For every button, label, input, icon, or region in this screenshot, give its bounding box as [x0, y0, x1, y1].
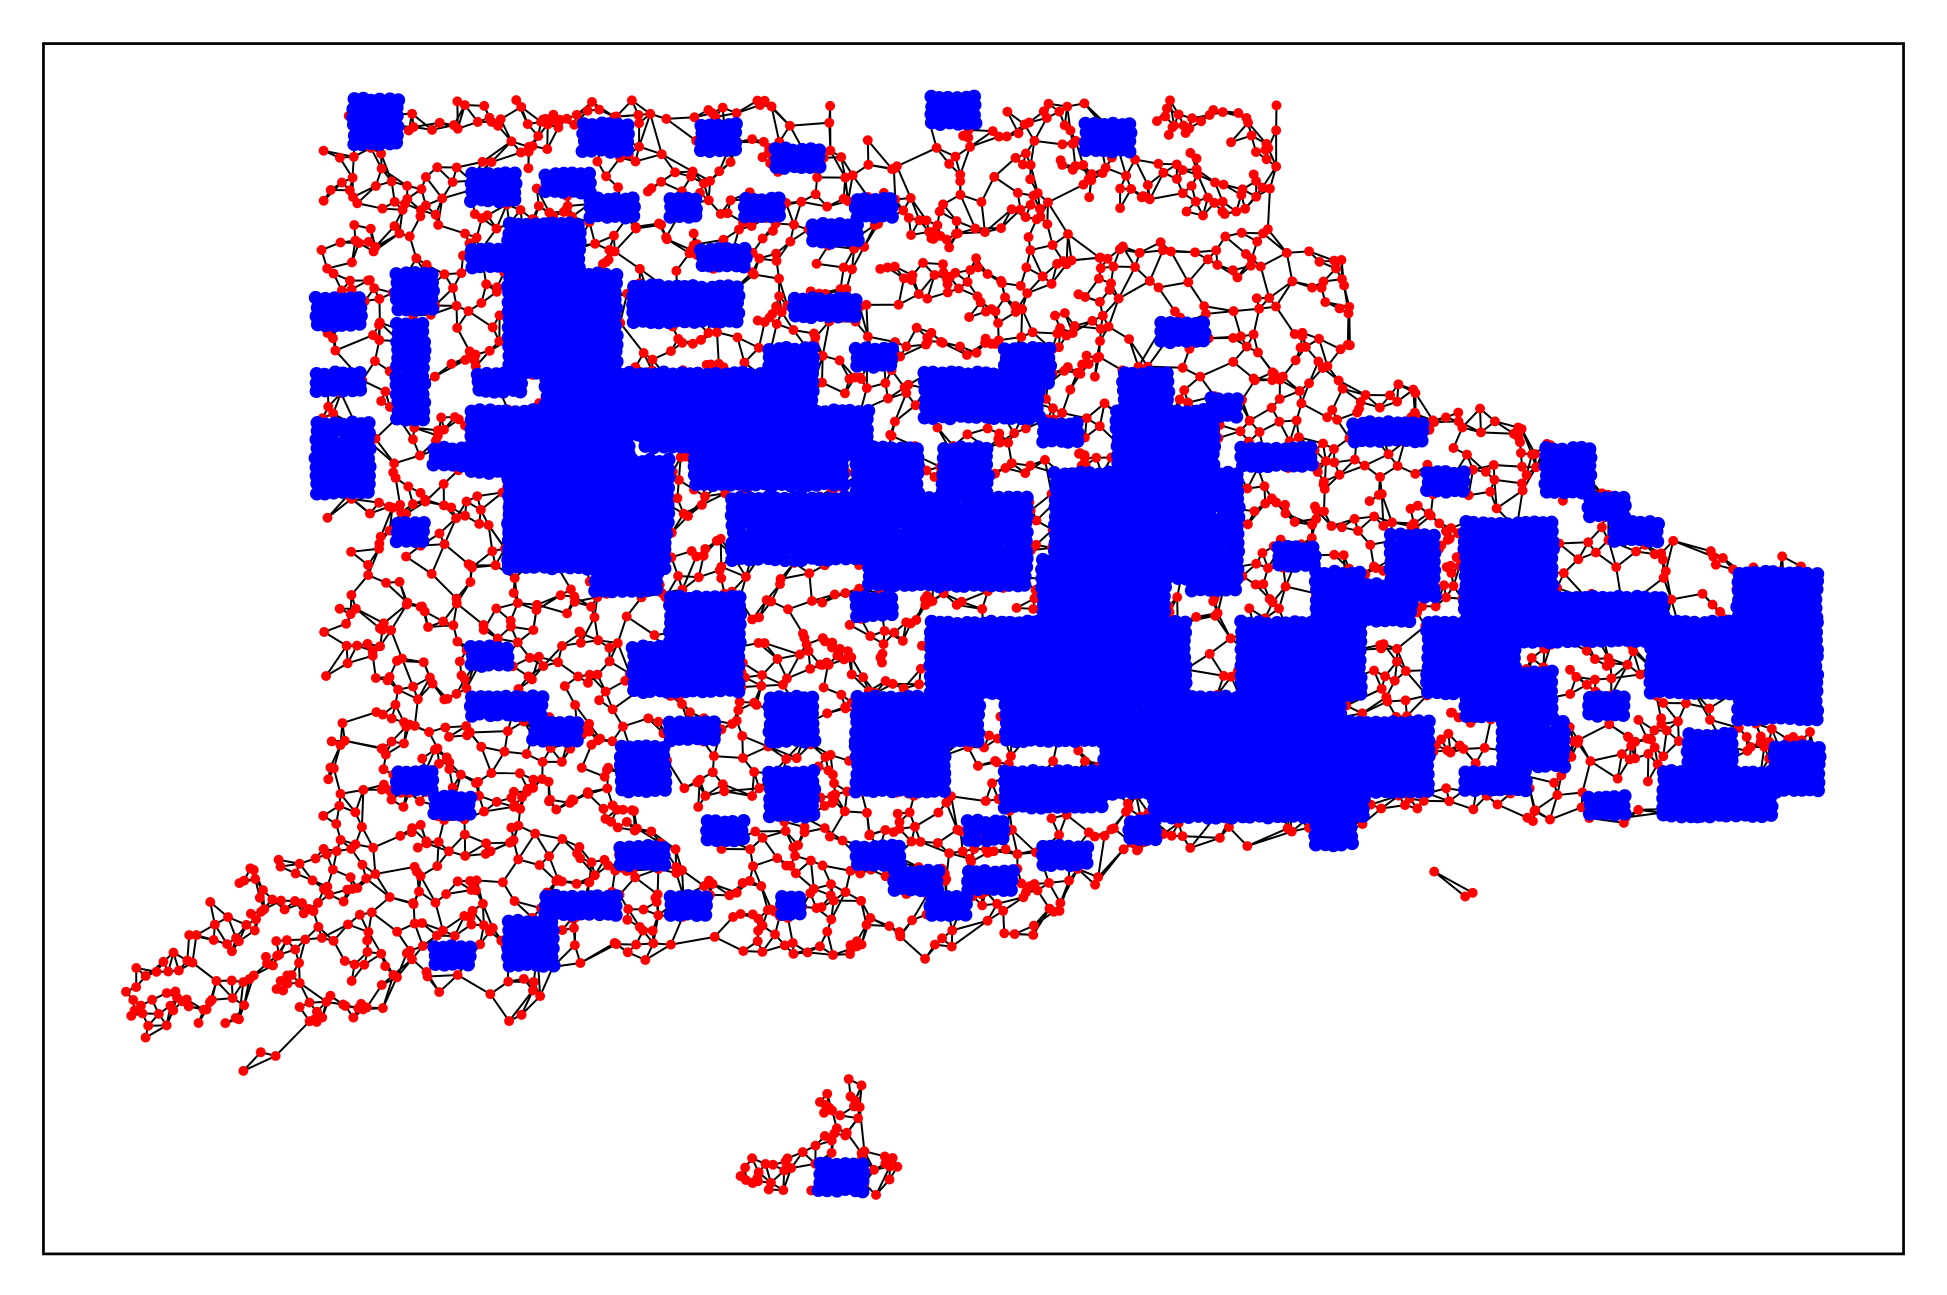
- edge: [899, 935, 926, 960]
- edge: [374, 438, 395, 464]
- edge: [371, 911, 398, 933]
- edge: [237, 982, 245, 1020]
- edge: [242, 1055, 277, 1072]
- edge: [1182, 835, 1220, 839]
- edge: [481, 140, 512, 163]
- edge: [483, 805, 514, 813]
- edge: [770, 106, 781, 143]
- edge: [896, 147, 938, 168]
- edge: [326, 494, 349, 519]
- edge: [517, 833, 536, 860]
- edge: [1199, 360, 1234, 378]
- edge: [355, 607, 381, 630]
- edge: [375, 865, 415, 876]
- edge: [536, 603, 568, 615]
- edge: [299, 982, 328, 1003]
- edge: [427, 974, 458, 978]
- edge: [405, 555, 433, 575]
- edge: [360, 789, 365, 827]
- edge: [1149, 192, 1183, 201]
- edge: [431, 573, 458, 600]
- edge: [830, 891, 847, 920]
- edge: [335, 334, 374, 352]
- edge: [681, 556, 698, 590]
- edge: [491, 151, 522, 164]
- edge: [344, 739, 384, 750]
- edge: [1170, 250, 1190, 283]
- edge: [613, 227, 637, 253]
- edge: [1067, 233, 1101, 259]
- edge: [858, 1107, 866, 1152]
- edge: [767, 745, 798, 760]
- edge: [614, 250, 641, 270]
- edge: [896, 165, 912, 199]
- edge: [626, 615, 656, 636]
- edge: [430, 543, 446, 575]
- edge: [951, 919, 989, 948]
- edge: [469, 730, 508, 734]
- edge: [508, 989, 534, 1022]
- edge: [191, 961, 218, 982]
- edge: [381, 974, 395, 1009]
- edge: [716, 332, 720, 364]
- edge: [390, 603, 408, 631]
- edge: [661, 153, 694, 173]
- edge: [950, 795, 986, 803]
- edge: [443, 543, 470, 566]
- edge: [401, 658, 414, 687]
- edge: [616, 642, 631, 675]
- edge: [649, 113, 663, 155]
- edge: [274, 1020, 311, 1057]
- edge: [638, 113, 652, 147]
- edge: [379, 507, 394, 538]
- edge: [1047, 183, 1084, 204]
- edge: [365, 877, 391, 898]
- edge: [419, 875, 437, 904]
- edge: [714, 935, 744, 952]
- edge: [821, 321, 831, 357]
- edge: [950, 796, 959, 830]
- edge: [665, 118, 697, 142]
- edge: [456, 602, 485, 626]
- edge: [829, 150, 847, 179]
- edge: [619, 322, 645, 354]
- edge: [1047, 201, 1069, 235]
- edge: [789, 121, 830, 127]
- edge: [457, 974, 491, 995]
- edge: [579, 943, 617, 964]
- edge: [764, 642, 801, 656]
- edge: [489, 993, 510, 1022]
- edge: [670, 935, 715, 946]
- edge: [390, 629, 403, 659]
- edge: [325, 645, 348, 677]
- edge: [342, 711, 377, 724]
- edge: [1148, 249, 1164, 282]
- edge: [355, 607, 385, 625]
